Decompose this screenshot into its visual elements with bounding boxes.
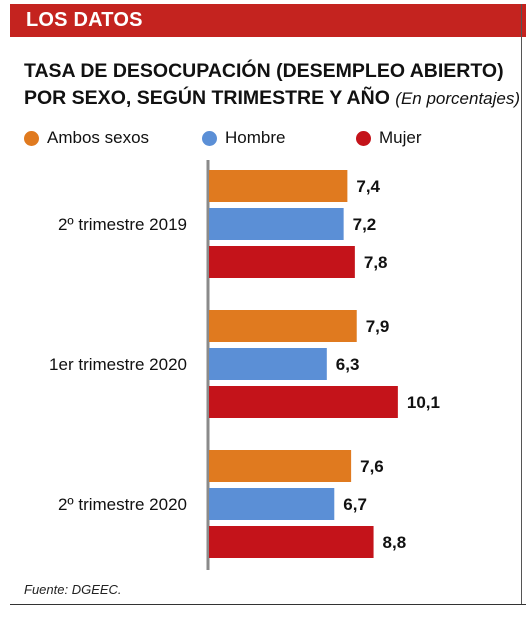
bar-value-label: 7,2 [353, 215, 377, 234]
bar-value-label: 7,8 [364, 253, 388, 272]
category-label: 2º trimestre 2019 [58, 215, 187, 234]
source-note: Fuente: DGEEC. [24, 582, 122, 597]
bar-value-label: 7,9 [366, 317, 390, 336]
bar [209, 450, 352, 482]
legend-label-mujer: Mujer [379, 128, 422, 147]
bar [209, 246, 355, 278]
bar-value-label: 10,1 [407, 393, 440, 412]
bar [209, 526, 374, 558]
legend-item-hombre: Hombre [202, 128, 285, 148]
bar-value-label: 6,3 [336, 355, 360, 374]
category-label: 2º trimestre 2020 [58, 495, 187, 514]
legend-item-ambos: Ambos sexos [24, 128, 149, 148]
bar [209, 488, 335, 520]
bottom-rule [10, 604, 526, 605]
category-label: 1er trimestre 2020 [49, 355, 187, 374]
chart-title-line2-text: POR SEXO, SEGÚN TRIMESTRE Y AÑO [24, 87, 390, 109]
chart-subtitle: (En porcentajes) [395, 89, 521, 108]
side-rule [521, 4, 522, 604]
header-label: LOS DATOS [26, 9, 143, 31]
bar-value-label: 6,7 [343, 495, 367, 514]
chart-legend: Ambos sexos Hombre Mujer [24, 128, 524, 150]
chart-title-line1: TASA DE DESOCUPACIÓN (DESEMPLEO ABIERTO) [24, 60, 504, 82]
header-bar: LOS DATOS [10, 4, 526, 37]
bar [209, 208, 344, 240]
bar-value-label: 7,4 [356, 177, 380, 196]
legend-swatch-ambos [24, 130, 39, 146]
chart-title: TASA DE DESOCUPACIÓN (DESEMPLEO ABIERTO)… [24, 58, 524, 112]
bar-value-label: 7,6 [360, 457, 384, 476]
bar [209, 386, 398, 418]
bar [209, 310, 357, 342]
bar [209, 348, 327, 380]
legend-label-hombre: Hombre [225, 128, 286, 147]
legend-label-ambos: Ambos sexos [47, 128, 150, 147]
bar-value-label: 8,8 [383, 533, 407, 552]
bar [209, 170, 348, 202]
chart-title-line2: POR SEXO, SEGÚN TRIMESTRE Y AÑO (En porc… [24, 85, 524, 112]
legend-item-mujer: Mujer [356, 128, 422, 148]
chart-plot: 2º trimestre 2019 7,4 7,2 7,8 1er trimestre … [49, 160, 440, 570]
legend-swatch-hombre [202, 130, 217, 146]
legend-swatch-mujer [356, 130, 371, 146]
